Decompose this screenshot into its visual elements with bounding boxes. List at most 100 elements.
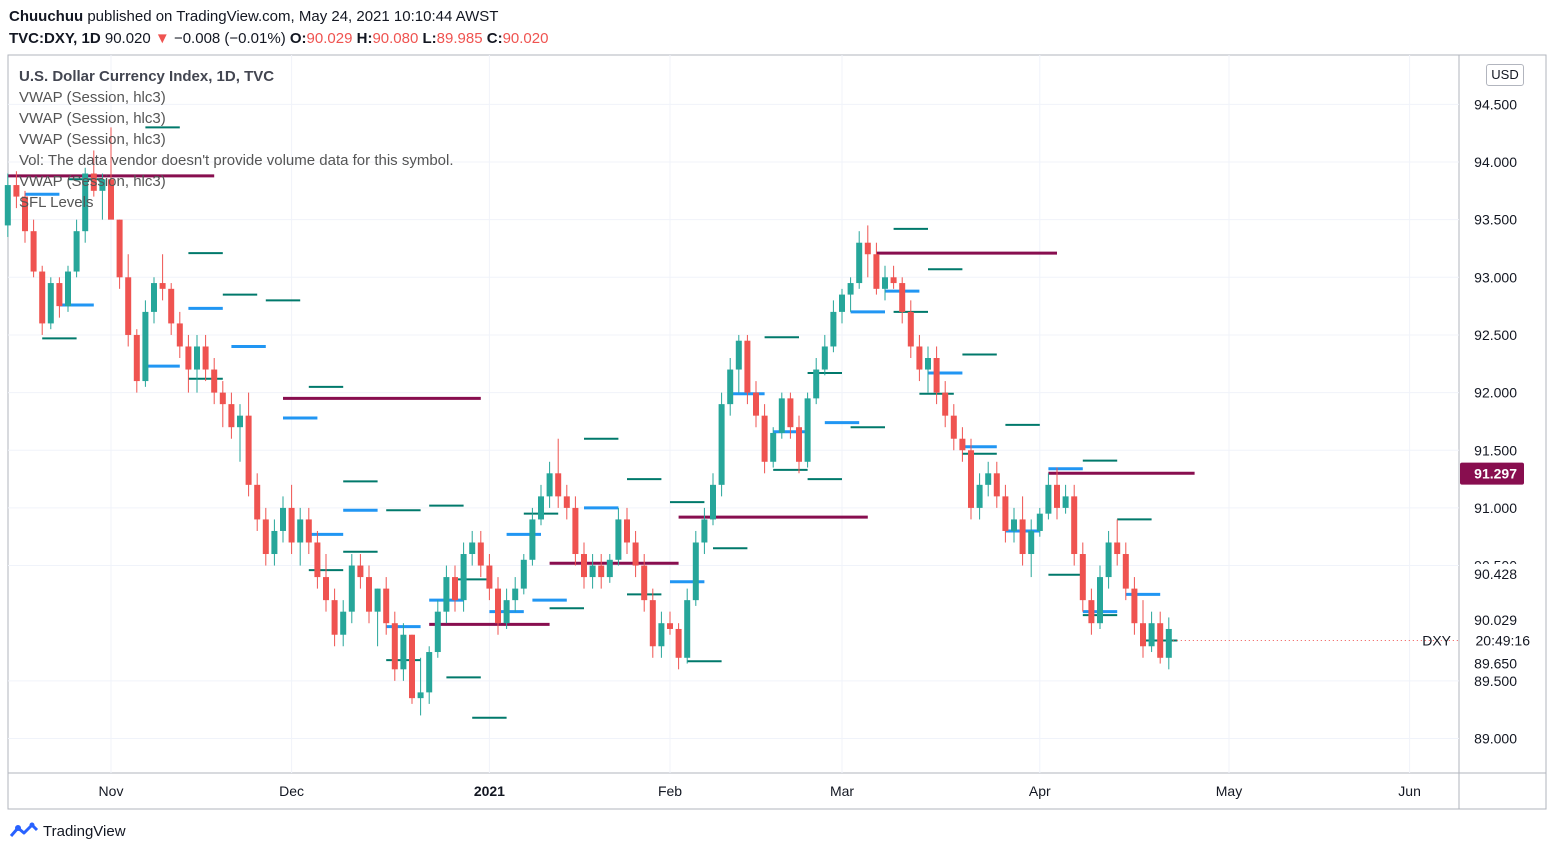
candle bbox=[555, 438, 562, 508]
legend-title[interactable]: U.S. Dollar Currency Index, 1D, TVC bbox=[19, 68, 275, 85]
candle-body bbox=[331, 600, 338, 635]
candle-body bbox=[434, 611, 441, 653]
price-label-text: 91.297 bbox=[1474, 466, 1517, 482]
candle bbox=[1165, 617, 1172, 670]
price-axis[interactable]: 94.500 94.000 93.500 93.000 92.500 92.000 91.5… bbox=[1474, 96, 1517, 746]
candle bbox=[684, 588, 691, 664]
candle bbox=[73, 219, 80, 278]
candle-body bbox=[581, 554, 587, 578]
time-tick-label: Feb bbox=[658, 783, 682, 799]
candle bbox=[159, 254, 166, 301]
candle-body bbox=[589, 565, 596, 578]
candle bbox=[254, 473, 261, 531]
candles bbox=[4, 127, 1172, 716]
candle-body bbox=[1002, 496, 1009, 531]
candle-body bbox=[744, 340, 751, 393]
candle bbox=[1097, 565, 1103, 629]
candle bbox=[1157, 611, 1164, 664]
legend-sfl-levels[interactable]: SFL Levels bbox=[19, 194, 94, 211]
candle-body bbox=[151, 283, 157, 312]
candle bbox=[993, 461, 1000, 508]
candle bbox=[142, 300, 149, 387]
candle bbox=[701, 507, 708, 555]
candle-body bbox=[374, 588, 381, 612]
candle-body bbox=[735, 340, 742, 370]
candle bbox=[288, 484, 295, 555]
candle-body bbox=[710, 484, 716, 520]
candle-body bbox=[495, 588, 501, 624]
candle bbox=[925, 346, 931, 393]
candle bbox=[4, 173, 11, 237]
price-tick-label: 94.000 bbox=[1474, 154, 1517, 170]
time-axis[interactable]: Nov Dec 2021 Feb Mar Apr May Jun bbox=[99, 783, 1421, 799]
price-chart[interactable]: 94.500 94.000 93.500 93.000 92.500 92.000 91.5… bbox=[0, 0, 1554, 815]
legend-vwap-1[interactable]: VWAP (Session, hlc3) bbox=[19, 89, 166, 106]
price-label-text: 90.029 bbox=[1474, 612, 1517, 628]
candle-body bbox=[1011, 519, 1017, 531]
candle bbox=[56, 277, 63, 318]
candle bbox=[219, 381, 226, 428]
candle bbox=[563, 484, 570, 520]
candle bbox=[443, 565, 450, 624]
candle-body bbox=[176, 323, 183, 347]
candle-body bbox=[452, 577, 458, 601]
low-value: 89.985 bbox=[436, 30, 483, 47]
candle-body bbox=[864, 242, 871, 255]
price-tick-label: 94.500 bbox=[1474, 96, 1517, 112]
candle-body bbox=[1054, 484, 1060, 508]
candle bbox=[400, 623, 407, 681]
candle-body bbox=[65, 271, 71, 307]
publish-info: Chuuchuu published on TradingView.com, M… bbox=[9, 6, 548, 28]
price-tick-label: 92.000 bbox=[1474, 385, 1517, 401]
candle bbox=[495, 577, 501, 635]
author-name[interactable]: Chuuchuu bbox=[9, 8, 84, 25]
candle bbox=[581, 542, 587, 589]
candle bbox=[1140, 600, 1146, 658]
candle-body bbox=[821, 346, 828, 370]
candle bbox=[168, 283, 175, 335]
candle-body bbox=[254, 484, 261, 520]
candle bbox=[624, 507, 630, 555]
candle-body bbox=[185, 346, 192, 370]
candle-body bbox=[529, 519, 536, 560]
currency-button[interactable]: USD bbox=[1486, 64, 1524, 86]
legend-vwap-4[interactable]: VWAP (Session, hlc3) bbox=[19, 173, 166, 190]
candle bbox=[176, 311, 183, 359]
candle-body bbox=[1088, 600, 1095, 624]
candle-body bbox=[624, 519, 630, 543]
sfl-levels bbox=[8, 126, 1195, 719]
candle bbox=[314, 530, 321, 589]
candle-body bbox=[30, 231, 37, 272]
candle bbox=[520, 554, 527, 595]
candle-body bbox=[993, 473, 1000, 497]
candle bbox=[1122, 542, 1129, 601]
legend-vwap-2[interactable]: VWAP (Session, hlc3) bbox=[19, 110, 166, 127]
candle-body bbox=[202, 346, 209, 370]
price-tick-label: 93.500 bbox=[1474, 212, 1517, 228]
candle-body bbox=[348, 565, 355, 612]
legend-vwap-3[interactable]: VWAP (Session, hlc3) bbox=[19, 131, 166, 148]
candle bbox=[1036, 507, 1043, 537]
candle-body bbox=[787, 398, 794, 428]
candle-body bbox=[847, 283, 854, 295]
candle bbox=[778, 392, 785, 439]
candle bbox=[82, 167, 89, 243]
candle-body bbox=[856, 242, 863, 284]
symbol-label: TVC:DXY, 1D bbox=[9, 30, 101, 47]
time-tick-label: Mar bbox=[830, 783, 854, 799]
candle bbox=[641, 554, 648, 612]
candle bbox=[821, 334, 828, 376]
candle-body bbox=[641, 565, 648, 601]
candle bbox=[417, 657, 424, 716]
candle bbox=[572, 496, 579, 566]
tradingview-footer[interactable]: TradingView bbox=[9, 822, 126, 840]
time-tick-label: Nov bbox=[99, 783, 124, 799]
candle-body bbox=[1028, 530, 1035, 555]
price-tick-label: 89.500 bbox=[1474, 673, 1517, 689]
candle-body bbox=[563, 496, 570, 508]
candle-body bbox=[503, 600, 510, 624]
price-label-box bbox=[1461, 563, 1537, 584]
legend-volume[interactable]: Vol: The data vendor doesn't provide vol… bbox=[19, 152, 454, 169]
candle-body bbox=[56, 283, 63, 307]
candle bbox=[1114, 519, 1121, 566]
